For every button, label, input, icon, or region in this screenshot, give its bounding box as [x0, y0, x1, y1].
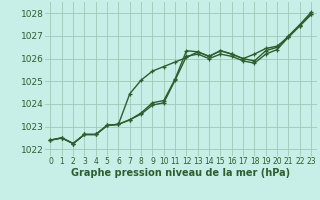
X-axis label: Graphe pression niveau de la mer (hPa): Graphe pression niveau de la mer (hPa) [71, 168, 290, 178]
